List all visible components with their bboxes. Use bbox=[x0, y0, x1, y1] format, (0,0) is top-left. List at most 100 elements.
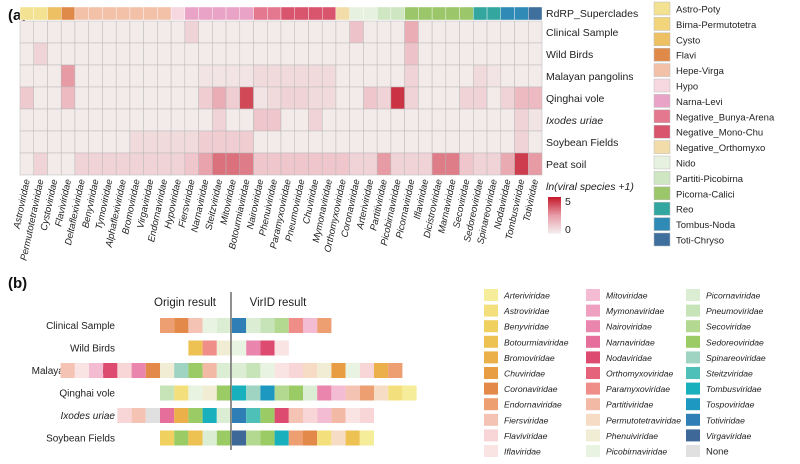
virid-segment bbox=[246, 363, 261, 378]
colorbar-step bbox=[548, 200, 561, 203]
colorbar-tick-max: 5 bbox=[565, 196, 571, 208]
heatmap-cell bbox=[157, 20, 172, 44]
heatmap-cell bbox=[294, 130, 309, 154]
heatmap-cell bbox=[115, 152, 131, 176]
superclade-strip-cell bbox=[390, 6, 405, 21]
heatmap-cell bbox=[390, 152, 405, 176]
heatmap-row-label: Malayan pangolins bbox=[546, 71, 634, 83]
origin-segment bbox=[202, 385, 217, 401]
origin-segment bbox=[160, 408, 175, 423]
virid-segment bbox=[331, 385, 346, 401]
virid-segment bbox=[246, 318, 261, 333]
family-legend-swatch bbox=[686, 445, 700, 457]
heatmap-cell bbox=[308, 64, 323, 88]
heatmap-cell bbox=[184, 42, 199, 66]
heatmap-cell bbox=[184, 86, 199, 110]
heatmap-cell bbox=[514, 130, 529, 154]
family-legend-swatch bbox=[586, 382, 600, 395]
family-legend-swatch bbox=[586, 398, 600, 411]
heatmap-cell bbox=[129, 130, 144, 154]
heatmap-cell bbox=[102, 64, 117, 88]
virid-segment bbox=[246, 385, 261, 401]
heatmap-cell bbox=[74, 20, 89, 44]
heatmap-cell bbox=[486, 108, 502, 132]
heatmap-cell bbox=[129, 20, 144, 44]
heatmap-cell bbox=[376, 108, 392, 132]
superclade-strip-cell bbox=[74, 6, 89, 21]
heatmap-cell bbox=[321, 108, 337, 132]
heatmap-cell bbox=[267, 152, 282, 176]
heatmap-cell bbox=[335, 20, 350, 44]
origin-segment bbox=[89, 363, 104, 378]
heatmap-cell bbox=[500, 86, 515, 110]
virid-segment bbox=[288, 385, 303, 401]
origin-segment bbox=[202, 318, 217, 333]
heatmap-cell bbox=[418, 130, 433, 154]
colorbar-step bbox=[548, 225, 561, 229]
virid-segment bbox=[345, 363, 360, 378]
superclade-strip-cell bbox=[349, 6, 364, 21]
origin-segment bbox=[202, 408, 217, 423]
superclade-legend-label: Reo bbox=[676, 205, 693, 216]
superclade-legend-label: Narna-Levi bbox=[676, 97, 722, 108]
superclade-legend-swatch bbox=[653, 1, 671, 16]
heatmap-cell bbox=[376, 42, 392, 66]
heatmap-cell bbox=[514, 20, 529, 44]
virid-result-header: VirID result bbox=[250, 297, 307, 309]
heatmap-cell bbox=[349, 152, 364, 176]
family-legend-label: Nairoviridae bbox=[606, 322, 652, 332]
heatmap-cell bbox=[170, 64, 186, 88]
heatmap-cell bbox=[33, 86, 48, 110]
colorbar-step bbox=[548, 202, 561, 205]
superclade-strip-cell bbox=[376, 6, 392, 21]
heatmap-cell bbox=[102, 130, 117, 154]
origin-segment bbox=[188, 340, 203, 356]
heatmap-cell bbox=[115, 130, 131, 154]
origin-segment bbox=[117, 363, 132, 378]
heatmap-cell bbox=[376, 20, 392, 44]
heatmap-cell bbox=[47, 86, 62, 110]
heatmap-cell bbox=[129, 86, 144, 110]
heatmap-cell bbox=[129, 64, 144, 88]
heatmap-cell bbox=[267, 86, 282, 110]
family-legend-swatch bbox=[686, 320, 700, 333]
colorbar: ln(viral species +1) 5 0 bbox=[546, 181, 634, 236]
origin-segment bbox=[74, 363, 89, 378]
heatmap-cell bbox=[33, 130, 48, 154]
superclade-legend-swatch bbox=[653, 32, 671, 47]
heatmap-cell bbox=[19, 86, 34, 110]
heatmap-cell bbox=[198, 108, 213, 132]
superclade-strip-cell bbox=[102, 6, 117, 21]
heatmap-cell bbox=[528, 130, 543, 154]
heatmap-cell bbox=[198, 152, 213, 176]
family-legend-label: Endornaviridae bbox=[504, 400, 562, 410]
superclade-strip-cell bbox=[157, 6, 172, 21]
family-legend-swatch bbox=[686, 367, 700, 379]
superclade-strip-cell bbox=[225, 6, 240, 21]
family-legend-label: Sedoreoviridae bbox=[706, 337, 764, 347]
family-legend-label: Totiviridae bbox=[706, 415, 745, 425]
virid-segment bbox=[288, 430, 303, 446]
superclade-legend: Astro-Poty Birna-Permutotetra Cysto Flavi He… bbox=[653, 1, 775, 247]
heatmap-cell bbox=[528, 152, 543, 176]
heatmap-cell bbox=[363, 108, 378, 132]
virid-segment bbox=[260, 430, 275, 446]
virid-segment bbox=[374, 363, 389, 378]
superclade-row-label: RdRP_Superclades bbox=[546, 8, 638, 20]
heatmap-cell bbox=[500, 42, 515, 66]
heatmap-cell bbox=[280, 152, 295, 176]
heatmap-cell bbox=[431, 152, 447, 176]
heatmap-cell bbox=[47, 152, 62, 176]
heatmap-cell bbox=[212, 20, 227, 44]
family-legend-swatch bbox=[586, 320, 600, 333]
family-legend-label: Narnaviridae bbox=[606, 337, 655, 347]
origin-segment bbox=[160, 363, 175, 378]
heatmap-cell bbox=[363, 152, 378, 176]
superclade-strip-cell bbox=[170, 6, 186, 21]
heatmap-cell bbox=[198, 86, 213, 110]
colorbar-step bbox=[548, 207, 561, 211]
superclade-legend-swatch bbox=[653, 94, 671, 108]
origin-segment bbox=[160, 430, 175, 446]
heatmap-cell bbox=[390, 64, 405, 88]
superclade-strip-cell bbox=[528, 6, 543, 21]
